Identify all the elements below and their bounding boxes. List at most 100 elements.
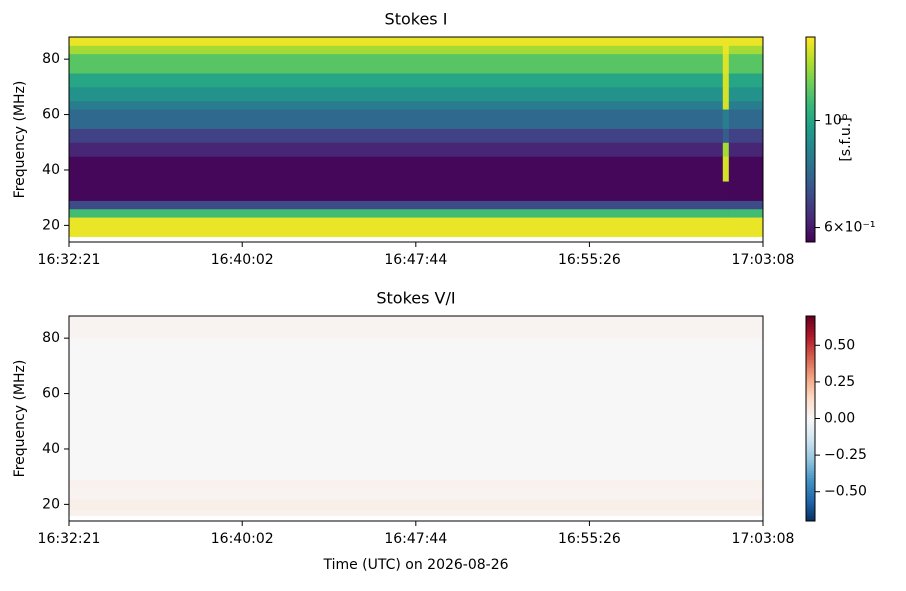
heatmap-cell xyxy=(722,217,730,237)
x-tick-label: 16:40:02 xyxy=(211,252,274,268)
colorbar-strip xyxy=(806,357,815,361)
colorbar-strip xyxy=(806,93,815,97)
colorbar-strip xyxy=(806,405,815,409)
colorbar-strip xyxy=(806,331,815,335)
colorbar-strip xyxy=(806,423,815,427)
colorbar-strip xyxy=(806,213,815,217)
colorbar-strip xyxy=(806,472,815,476)
colorbar-strip xyxy=(806,346,815,350)
colorbar-strip xyxy=(806,364,815,368)
heatmap-cell xyxy=(728,37,764,46)
colorbar-strip xyxy=(806,42,815,46)
colorbar-strip xyxy=(806,88,815,92)
colorbar-strip xyxy=(806,354,815,358)
colorbar-strip xyxy=(806,351,815,355)
heatmap-cell xyxy=(728,208,764,218)
heatmap-cell xyxy=(728,86,764,102)
colorbar-strip xyxy=(806,418,815,422)
colorbar-strip xyxy=(806,359,815,363)
colorbar-strip xyxy=(806,95,815,99)
colorbar-strip xyxy=(806,195,815,199)
colorbar-tick-label: 0.50 xyxy=(824,337,855,353)
y-tick-label: 20 xyxy=(42,217,60,233)
heatmap-cell xyxy=(69,156,724,182)
colorbar-strip xyxy=(806,415,815,419)
colorbar-strip xyxy=(806,485,815,489)
colorbar-strip xyxy=(806,326,815,330)
heatmap-cell xyxy=(728,156,764,182)
colorbar-tick-label: 10⁰ xyxy=(824,113,848,129)
colorbar-strip xyxy=(806,119,815,123)
x-tick-label: 16:40:02 xyxy=(211,531,274,547)
colorbar-strip xyxy=(806,157,815,161)
colorbar-strip xyxy=(806,152,815,156)
colorbar-strip xyxy=(806,216,815,220)
colorbar-strip xyxy=(806,508,815,512)
heatmap-cell xyxy=(728,53,764,74)
colorbar-strip xyxy=(806,49,815,53)
heatmap-cell xyxy=(722,37,730,46)
colorbar-strip xyxy=(806,480,815,484)
heatmap-cell xyxy=(728,45,764,55)
colorbar-strip xyxy=(806,467,815,471)
x-tick-label: 16:32:21 xyxy=(38,531,101,547)
heatmap-cell xyxy=(69,142,724,157)
heatmap-cell xyxy=(69,208,724,218)
colorbar-strip xyxy=(806,380,815,384)
colorbar-label: [s.f.u.] xyxy=(838,117,854,161)
colorbar-strip xyxy=(806,328,815,332)
colorbar-strip xyxy=(806,515,815,519)
colorbar-strip xyxy=(806,224,815,228)
y-tick-label: 80 xyxy=(42,330,60,346)
colorbar-strip xyxy=(806,162,815,166)
colorbar-strip xyxy=(806,410,815,414)
heatmap-cell xyxy=(69,128,724,143)
heatmap-cell xyxy=(69,45,724,55)
colorbar-strip xyxy=(806,344,815,348)
colorbar-strip xyxy=(806,362,815,366)
colorbar-strip xyxy=(806,116,815,120)
colorbar-strip xyxy=(806,188,815,192)
x-axis-label: Time (UTC) on 2026-08-26 xyxy=(322,557,508,573)
chart-title: Stokes V/I xyxy=(376,289,455,308)
colorbar-strip xyxy=(806,129,815,133)
colorbar-strip xyxy=(806,487,815,491)
colorbar-strip xyxy=(806,136,815,140)
colorbar-strip xyxy=(806,203,815,207)
colorbar-tick-label: 0.00 xyxy=(824,411,855,427)
colorbar-strip xyxy=(806,341,815,345)
colorbar-strip xyxy=(806,124,815,128)
colorbar-strip xyxy=(806,78,815,82)
colorbar-strip xyxy=(806,65,815,69)
colorbar-strip xyxy=(806,372,815,376)
colorbar-strip xyxy=(806,101,815,105)
y-tick-label: 40 xyxy=(42,162,60,178)
colorbar-strip xyxy=(806,505,815,509)
colorbar-strip xyxy=(806,234,815,238)
y-tick-label: 40 xyxy=(42,441,60,457)
colorbar-strip xyxy=(806,98,815,102)
colorbar-strip xyxy=(806,142,815,146)
colorbar-strip xyxy=(806,103,815,107)
colorbar-strip xyxy=(806,495,815,499)
colorbar-strip xyxy=(806,108,815,112)
colorbar-strip xyxy=(806,211,815,215)
colorbar-strip xyxy=(806,126,815,130)
colorbar-strip xyxy=(806,316,815,320)
colorbar-strip xyxy=(806,111,815,115)
colorbar-strip xyxy=(806,451,815,455)
x-tick-label: 17:03:08 xyxy=(732,531,795,547)
colorbar-strip xyxy=(806,90,815,94)
x-tick-label: 17:03:08 xyxy=(732,252,795,268)
heatmap-cell xyxy=(69,86,724,102)
colorbar-strip xyxy=(806,421,815,425)
x-tick-label: 16:47:44 xyxy=(384,531,447,547)
colorbar-strip xyxy=(806,426,815,430)
colorbar-strip xyxy=(806,139,815,143)
colorbar-strip xyxy=(806,464,815,468)
colorbar-strip xyxy=(806,165,815,169)
colorbar-strip xyxy=(806,180,815,184)
colorbar-strip xyxy=(806,208,815,212)
colorbar-strip xyxy=(806,85,815,89)
heatmap-cell xyxy=(69,73,724,88)
